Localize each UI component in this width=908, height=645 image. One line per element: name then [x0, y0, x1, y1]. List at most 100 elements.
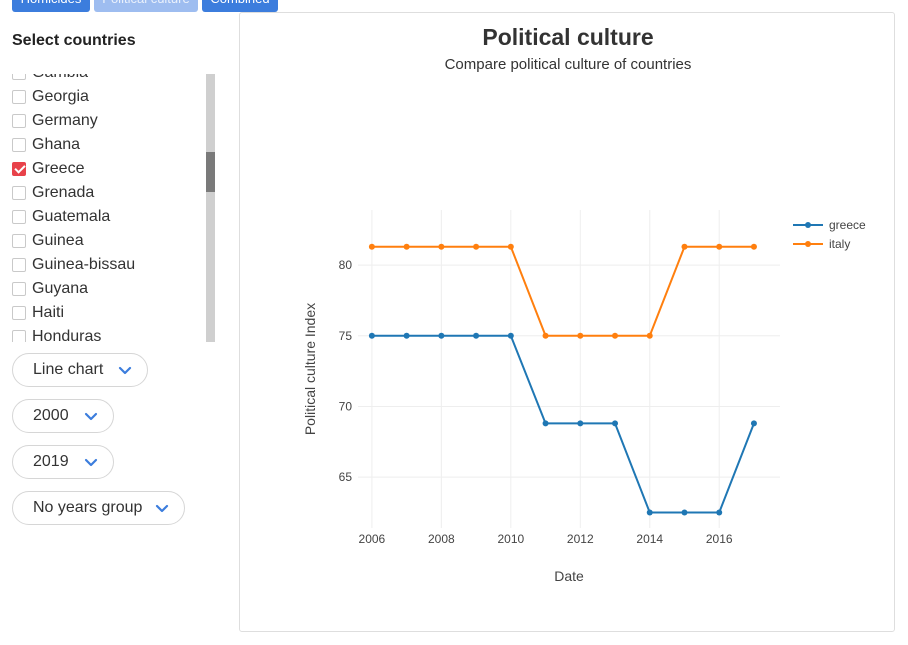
checkbox-checked[interactable] [12, 162, 26, 176]
country-item[interactable]: Guatemala [0, 207, 206, 231]
country-label: Guinea-bissau [32, 256, 136, 273]
country-item[interactable]: Greece [0, 159, 206, 183]
x-tick-label: 2008 [428, 532, 455, 546]
chevron-down-icon [84, 458, 98, 467]
x-tick-label: 2006 [359, 532, 386, 546]
tab-homicides[interactable]: Homicides [12, 0, 90, 12]
legend-label-italy: italy [829, 237, 850, 251]
data-point-italy [646, 332, 653, 339]
tab-political-culture[interactable]: Political culture [94, 0, 198, 12]
country-label: Germany [32, 112, 98, 129]
chevron-down-icon [84, 412, 98, 421]
data-point-italy [438, 243, 445, 250]
checkbox[interactable] [12, 210, 26, 224]
chevron-down-icon [118, 366, 132, 375]
data-point-italy [368, 243, 375, 250]
series-line-italy [371, 245, 754, 337]
country-label: Georgia [32, 88, 89, 105]
country-item[interactable]: Guyana [0, 279, 206, 303]
data-point-italy [507, 243, 514, 250]
data-point-greece [750, 420, 757, 427]
tab-combined[interactable]: Combined [202, 0, 278, 12]
y-tick-label: 70 [339, 399, 353, 413]
data-point-italy [542, 332, 549, 339]
data-point-italy [403, 243, 410, 250]
checkbox[interactable] [12, 234, 26, 248]
series-line-greece [371, 334, 755, 514]
data-point-italy [750, 243, 757, 250]
country-item[interactable]: Ghana [0, 135, 206, 159]
chart-type-dropdown[interactable]: Line chart [12, 353, 148, 387]
data-point-greece [681, 509, 688, 516]
data-point-greece [612, 420, 619, 427]
chevron-down-icon [155, 504, 169, 513]
data-point-italy [681, 243, 688, 250]
country-label: Haiti [32, 304, 65, 321]
year-from-dropdown[interactable]: 2000 [12, 399, 114, 433]
data-point-greece [646, 509, 653, 516]
y-tick-label: 65 [339, 470, 353, 484]
chart-title: Political culture [482, 24, 654, 50]
data-point-greece [403, 332, 410, 339]
country-item[interactable]: Guinea [0, 231, 206, 255]
country-label: Guyana [32, 280, 89, 297]
country-item[interactable]: Guinea-bissau [0, 255, 206, 279]
checkbox[interactable] [12, 258, 26, 272]
data-point-greece [507, 332, 514, 339]
tab-bar: Homicides Political culture Combined [0, 0, 908, 12]
checkbox[interactable] [12, 74, 26, 80]
year-to-label: 2019 [33, 453, 69, 470]
chart-type-label: Line chart [33, 361, 104, 378]
checkbox[interactable] [12, 138, 26, 152]
year-from-label: 2000 [33, 407, 69, 424]
x-axis-label: Date [554, 568, 584, 584]
country-label: Gambia [32, 74, 88, 82]
country-label: Honduras [32, 328, 102, 342]
chart-subtitle: Compare political culture of countries [444, 56, 692, 73]
data-point-italy [716, 243, 723, 250]
scrollbar-thumb[interactable] [206, 152, 215, 192]
country-label: Greece [32, 160, 85, 177]
legend-marker-italy [805, 241, 811, 247]
checkbox[interactable] [12, 114, 26, 128]
checkbox[interactable] [12, 282, 26, 296]
country-label: Ghana [32, 136, 81, 153]
data-point-greece [368, 332, 375, 339]
country-item[interactable]: Grenada [0, 183, 206, 207]
country-item[interactable]: Germany [0, 111, 206, 135]
country-item[interactable]: Georgia [0, 87, 206, 111]
country-label: Guinea [32, 232, 84, 249]
data-point-greece [716, 509, 723, 516]
x-tick-label: 2010 [497, 532, 524, 546]
country-item[interactable]: Haiti [0, 303, 206, 327]
y-tick-label: 75 [339, 329, 353, 343]
data-point-italy [577, 332, 584, 339]
years-group-dropdown[interactable]: No years group [12, 491, 185, 525]
country-item[interactable]: Honduras [0, 327, 206, 342]
checkbox[interactable] [12, 306, 26, 320]
checkbox[interactable] [12, 90, 26, 104]
data-point-italy [612, 332, 619, 339]
country-list[interactable]: Gambia Georgia Germany Ghana Greece Grenada Gu… [0, 74, 206, 342]
country-items: Gambia Georgia Germany Ghana Greece Grenada Gu… [0, 74, 206, 342]
checkbox[interactable] [12, 330, 26, 342]
y-tick-label: 80 [339, 258, 353, 272]
data-point-greece [473, 332, 480, 339]
country-label: Guatemala [32, 208, 111, 225]
country-list-scrollbar[interactable] [206, 74, 215, 342]
x-tick-label: 2014 [636, 532, 663, 546]
legend-label-greece: greece [829, 218, 866, 232]
select-countries-title: Select countries [12, 32, 136, 49]
year-to-dropdown[interactable]: 2019 [12, 445, 114, 479]
data-point-greece [438, 332, 445, 339]
country-item[interactable]: Gambia [0, 74, 206, 87]
y-axis-label: Political culture Index [302, 303, 318, 435]
data-point-greece [577, 420, 584, 427]
x-tick-label: 2012 [567, 532, 594, 546]
x-tick-label: 2016 [706, 532, 733, 546]
years-group-label: No years group [33, 499, 143, 516]
country-label: Grenada [32, 184, 95, 201]
checkbox[interactable] [12, 186, 26, 200]
chart-panel [239, 12, 895, 632]
